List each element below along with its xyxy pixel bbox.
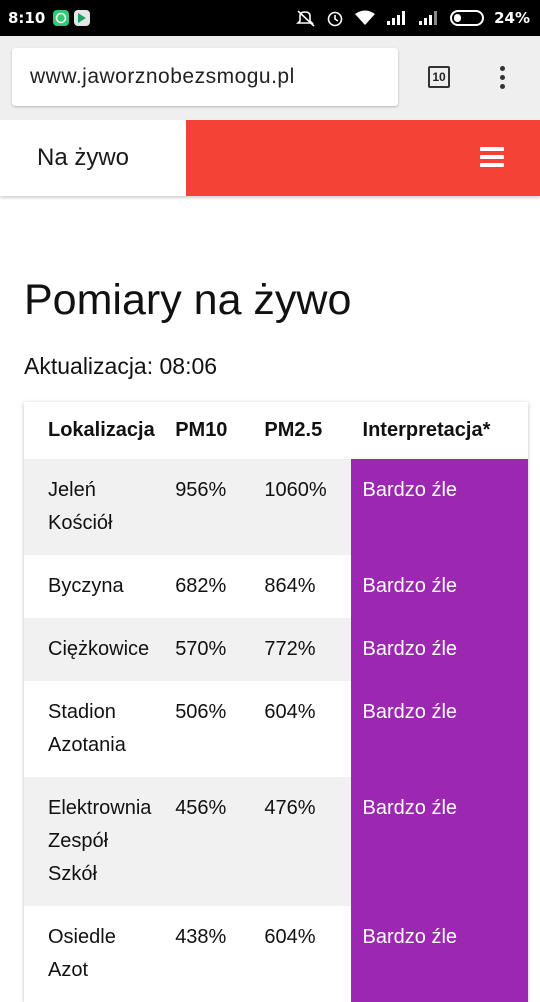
mute-icon: [296, 9, 316, 27]
cell-pm25: 1060%: [264, 459, 351, 555]
cell-location: Byczyna: [24, 555, 175, 618]
tabs-button[interactable]: 10: [428, 66, 450, 88]
nav-bar: [186, 120, 540, 196]
cell-interpretation: Bardzo źle: [350, 618, 528, 681]
site-header: Na żywo: [0, 120, 540, 196]
signal-icon: [418, 11, 440, 25]
cell-pm25: 604%: [264, 926, 316, 948]
table-header-row: Lokalizacja PM10 PM2.5 Interpretacja*: [24, 402, 528, 459]
location-line: Azotania: [48, 734, 126, 756]
cell-interpretation: Bardzo źle: [350, 459, 528, 555]
location-line: Zespół: [48, 830, 109, 852]
cell-location: Jeleń Kościół: [24, 459, 176, 555]
location-line: Szkół: [48, 863, 97, 885]
page-title: Pomiary na żywo: [24, 276, 352, 324]
cell-pm25: 864%: [264, 575, 316, 597]
alarm-icon: [326, 9, 344, 27]
header-interpretation: Interpretacja*: [362, 419, 491, 441]
status-bar: 8:10 24%: [0, 0, 540, 36]
url-text: www.jaworznobezsmogu.pl: [30, 65, 295, 88]
location-line: Osiedle: [48, 926, 116, 948]
signal-icon: [386, 11, 408, 25]
cell-pm25: 772%: [264, 618, 351, 681]
whatsapp-icon: [53, 10, 70, 26]
status-time: 8:10: [8, 9, 46, 27]
cell-interpretation: Bardzo źle: [350, 777, 528, 906]
cell-pm10: 456%: [175, 777, 265, 906]
battery-percent: 24%: [494, 9, 530, 27]
update-time: Aktualizacja: 08:06: [24, 353, 218, 379]
location-line: Azot: [48, 959, 89, 981]
location-line: Ciężkowice: [48, 638, 150, 660]
table-row: Elektrownia Zespół Szkół 456% 476% Bardzo źle: [24, 777, 528, 906]
hamburger-menu-icon[interactable]: [480, 147, 504, 167]
header-pm25: PM2.5: [264, 419, 323, 441]
table-row: Stadion Azotania 506% 604% Bardzo źle: [24, 681, 528, 777]
cell-interpretation: Bardzo źle: [350, 555, 528, 618]
address-bar[interactable]: www.jaworznobezsmogu.pl: [12, 48, 398, 106]
cell-interpretation: Bardzo źle: [350, 681, 528, 777]
cell-location: Stadion Azotania: [24, 681, 175, 777]
location-line: Byczyna: [48, 575, 124, 597]
cell-location: Elektrownia Zespół Szkół: [24, 777, 176, 906]
table-row: Byczyna 682% 864% Bardzo źle: [24, 555, 528, 618]
cell-pm10: 506%: [175, 701, 227, 723]
browser-menu-icon[interactable]: [497, 66, 507, 94]
cell-pm25: 476%: [264, 777, 351, 906]
site-brand[interactable]: Na żywo: [37, 144, 130, 171]
cell-pm10: 438%: [175, 926, 227, 948]
table-row: Jeleń Kościół 956% 1060% Bardzo źle: [24, 459, 528, 555]
table-row: Osiedle Azot 438% 604% Bardzo źle: [24, 906, 528, 1002]
location-line: Jeleń: [48, 479, 96, 501]
header-pm10: PM10: [175, 419, 228, 441]
header-location: Lokalizacja: [48, 419, 155, 441]
cell-pm25: 604%: [264, 701, 316, 723]
measurements-table: Lokalizacja PM10 PM2.5 Interpretacja* Je…: [24, 402, 528, 1002]
location-line: Elektrownia: [48, 797, 152, 819]
wifi-icon: [354, 10, 376, 26]
cell-interpretation: Bardzo źle: [350, 906, 528, 1002]
cell-pm10: 956%: [175, 459, 265, 555]
battery-icon: [450, 10, 485, 26]
browser-toolbar: www.jaworznobezsmogu.pl 10: [0, 36, 540, 120]
cell-pm10: 682%: [175, 575, 227, 597]
play-store-icon: [74, 10, 91, 26]
location-line: Stadion: [48, 701, 116, 723]
location-line: Kościół: [48, 512, 113, 534]
cell-location: Ciężkowice: [24, 618, 176, 681]
cell-location: Osiedle Azot: [24, 906, 175, 1002]
table-row: Ciężkowice 570% 772% Bardzo źle: [24, 618, 528, 681]
cell-pm10: 570%: [175, 618, 265, 681]
